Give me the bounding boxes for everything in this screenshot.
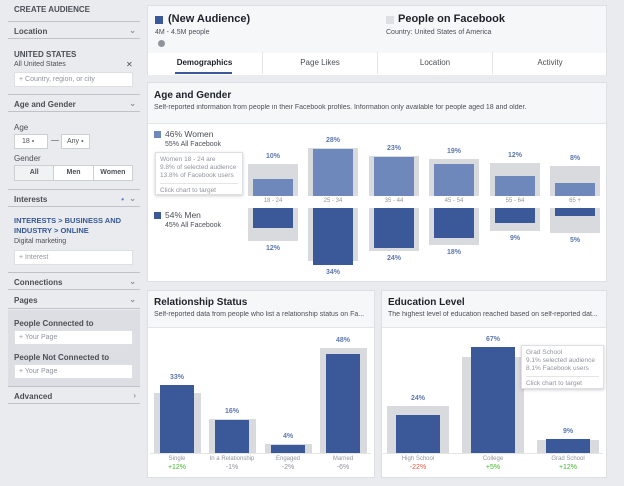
card-header: Age and Gender Self-reported information… bbox=[148, 83, 606, 124]
tooltip-line2: 8.1% Facebook users bbox=[526, 365, 589, 372]
age-min-select[interactable]: 18 ⬩ bbox=[14, 134, 48, 149]
card-header: Education Level The highest level of edu… bbox=[382, 291, 606, 328]
card-title: Relationship Status bbox=[154, 297, 248, 308]
section-advanced[interactable]: Advanced › bbox=[8, 386, 140, 404]
interest-item: Digital marketing bbox=[14, 238, 67, 245]
age-range-dash bbox=[51, 140, 59, 141]
tab-activity[interactable]: Activity bbox=[492, 52, 607, 74]
gender-label: Gender bbox=[14, 154, 41, 163]
info-icon[interactable] bbox=[158, 40, 165, 47]
card-subtitle: Self-reported information from people in… bbox=[154, 104, 527, 111]
age-min-value: 18 bbox=[22, 138, 30, 145]
section-label: Age and Gender bbox=[14, 100, 76, 109]
men-legend: 54% Men bbox=[165, 210, 201, 220]
info-dot-icon: • bbox=[121, 195, 124, 204]
section-label: Interests bbox=[14, 195, 48, 204]
connected-label: People Connected to bbox=[14, 319, 94, 328]
audience-size: 4M - 4.5M people bbox=[155, 29, 210, 36]
not-connected-page-input[interactable]: + Your Page bbox=[14, 364, 133, 379]
chevron-down-icon: ⌄ bbox=[129, 194, 136, 203]
card-title: Age and Gender bbox=[154, 90, 232, 101]
compare-name: People on Facebook bbox=[398, 13, 505, 25]
card-header: Relationship Status Self-reported data f… bbox=[148, 291, 374, 328]
chevron-down-icon: ⌄ bbox=[129, 295, 136, 304]
location-input[interactable]: + Country, region, or city bbox=[14, 72, 133, 87]
tooltip-title: Women 18 - 24 are bbox=[160, 156, 216, 163]
section-label: Location bbox=[14, 27, 48, 36]
sidebar-title: CREATE AUDIENCE bbox=[14, 5, 91, 14]
compare-detail: Country: United States of America bbox=[386, 29, 492, 36]
gender-men-button[interactable]: Men bbox=[53, 166, 92, 180]
compare-color-swatch bbox=[386, 16, 394, 24]
age-max-value: Any bbox=[67, 138, 80, 145]
not-connected-label: People Not Connected to bbox=[14, 353, 110, 362]
women-legend-swatch bbox=[154, 131, 161, 138]
gender-women-button[interactable]: Women bbox=[92, 166, 132, 180]
men-facebook: 45% All Facebook bbox=[165, 222, 222, 229]
section-interests[interactable]: Interests • ⌄ bbox=[8, 189, 140, 207]
gender-toggle: All Men Women bbox=[14, 165, 133, 181]
section-pages[interactable]: Pages ⌄ bbox=[8, 291, 140, 309]
tooltip-title: Grad School bbox=[526, 349, 563, 356]
section-label: Advanced bbox=[14, 392, 53, 401]
country-label: UNITED STATES bbox=[14, 50, 77, 59]
section-connections[interactable]: Connections ⌄ bbox=[8, 272, 140, 290]
remove-location-icon[interactable]: ✕ bbox=[126, 60, 133, 69]
age-label: Age bbox=[14, 123, 29, 132]
interest-input[interactable]: + Interest bbox=[14, 250, 133, 265]
men-legend-swatch bbox=[154, 212, 161, 219]
tab-location[interactable]: Location bbox=[377, 52, 492, 74]
location-selected[interactable]: All United States bbox=[14, 61, 66, 68]
interest-path: INTERESTS > BUSINESS AND INDUSTRY > ONLI… bbox=[14, 216, 122, 235]
women-legend: 46% Women bbox=[165, 129, 214, 139]
chevron-right-icon: › bbox=[133, 391, 136, 400]
card-subtitle: The highest level of education reached b… bbox=[388, 311, 598, 318]
card-subtitle: Self-reported data from people who list … bbox=[154, 311, 365, 318]
women-facebook: 55% All Facebook bbox=[165, 141, 222, 148]
gender-all-button[interactable]: All bbox=[15, 166, 54, 180]
connected-page-input[interactable]: + Your Page bbox=[14, 330, 133, 345]
tooltip-line1: 9.8% of selected audience bbox=[160, 164, 237, 171]
active-tab-indicator bbox=[175, 72, 232, 74]
section-location[interactable]: Location ⌄ bbox=[8, 21, 140, 39]
tooltip-action[interactable]: Click chart to target bbox=[160, 183, 238, 195]
age-gender-tooltip: Women 18 - 24 are 9.8% of selected audie… bbox=[155, 152, 243, 195]
chevron-down-icon: ⌄ bbox=[129, 26, 136, 35]
section-label: Pages bbox=[14, 296, 38, 305]
education-tooltip: Grad School 9.1% selected audience 8.1% … bbox=[521, 345, 604, 389]
audience-color-swatch bbox=[155, 16, 163, 24]
chevron-down-icon: ⌄ bbox=[129, 99, 136, 108]
chevron-down-icon: ⌄ bbox=[129, 277, 136, 286]
tooltip-line2: 13.8% of Facebook users bbox=[160, 172, 234, 179]
relationship-card: Relationship Status Self-reported data f… bbox=[147, 290, 375, 478]
card-title: Education Level bbox=[388, 297, 465, 308]
section-age-gender[interactable]: Age and Gender ⌄ bbox=[8, 94, 140, 112]
audience-name: (New Audience) bbox=[168, 13, 251, 25]
section-label: Connections bbox=[14, 278, 63, 287]
sidebar: CREATE AUDIENCE Location ⌄ UNITED STATES … bbox=[8, 0, 140, 486]
tab-page-likes[interactable]: Page Likes bbox=[262, 52, 377, 74]
age-max-select[interactable]: Any ⬩ bbox=[61, 134, 90, 149]
tab-demographics[interactable]: Demographics bbox=[176, 58, 233, 67]
tooltip-line1: 9.1% selected audience bbox=[526, 357, 596, 364]
tooltip-action[interactable]: Click chart to target bbox=[526, 376, 599, 388]
